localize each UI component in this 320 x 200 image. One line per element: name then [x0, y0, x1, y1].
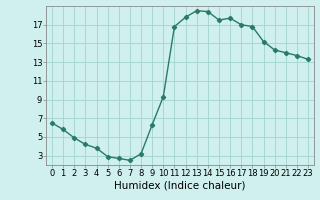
X-axis label: Humidex (Indice chaleur): Humidex (Indice chaleur) — [114, 181, 246, 191]
